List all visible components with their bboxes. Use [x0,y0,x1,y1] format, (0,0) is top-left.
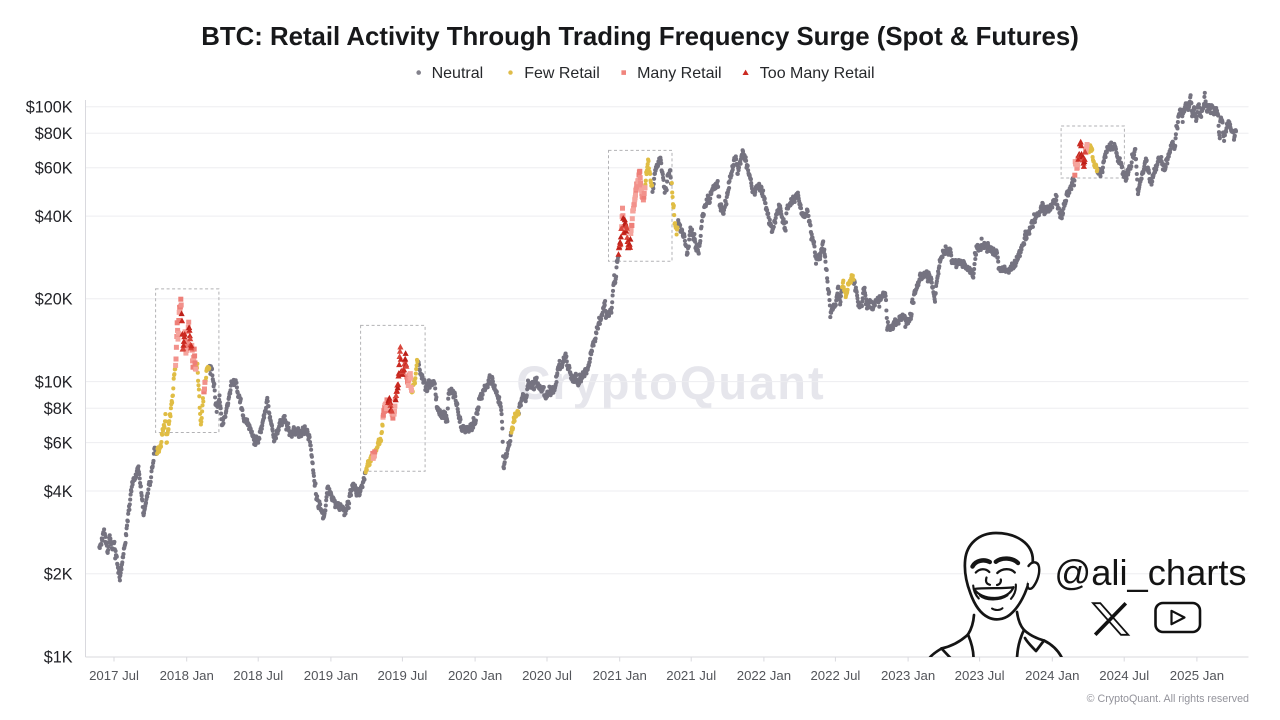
svg-text:Too Many Retail: Too Many Retail [760,65,875,82]
svg-text:2024 Jul: 2024 Jul [1099,668,1149,683]
svg-text:$1K: $1K [44,648,73,666]
svg-text:Few Retail: Few Retail [524,65,600,82]
svg-text:2021 Jul: 2021 Jul [666,668,716,683]
svg-text:2020 Jul: 2020 Jul [522,668,572,683]
svg-text:$8K: $8K [44,400,73,418]
svg-text:2018 Jan: 2018 Jan [160,668,214,683]
svg-text:2023 Jul: 2023 Jul [955,668,1005,683]
svg-text:2022 Jan: 2022 Jan [737,668,791,683]
svg-text:2019 Jul: 2019 Jul [377,668,427,683]
svg-text:2017 Jul: 2017 Jul [89,668,139,683]
svg-text:$100K: $100K [26,99,73,117]
svg-text:$80K: $80K [35,125,73,143]
svg-text:$60K: $60K [35,160,73,178]
svg-text:2024 Jan: 2024 Jan [1025,668,1079,683]
svg-text:2020 Jan: 2020 Jan [448,668,502,683]
svg-text:2019 Jan: 2019 Jan [304,668,358,683]
svg-text:2021 Jan: 2021 Jan [593,668,647,683]
svg-text:Many Retail: Many Retail [637,65,721,82]
svg-text:$20K: $20K [35,291,73,309]
svg-text:2022 Jul: 2022 Jul [810,668,860,683]
svg-text:BTC: Retail Activity Through T: BTC: Retail Activity Through Trading Fre… [201,23,1079,51]
svg-text:2018 Jul: 2018 Jul [233,668,283,683]
svg-text:$40K: $40K [35,208,73,226]
svg-text:@ali_charts: @ali_charts [1054,552,1246,593]
svg-text:© CryptoQuant. All rights rese: © CryptoQuant. All rights reserved [1087,693,1249,705]
svg-text:2025 Jan: 2025 Jan [1170,668,1224,683]
svg-text:Neutral: Neutral [432,65,484,82]
svg-text:$2K: $2K [44,566,73,584]
svg-text:2023 Jan: 2023 Jan [881,668,935,683]
svg-text:$6K: $6K [44,434,73,452]
svg-text:$10K: $10K [35,373,73,391]
svg-text:$4K: $4K [44,483,73,501]
